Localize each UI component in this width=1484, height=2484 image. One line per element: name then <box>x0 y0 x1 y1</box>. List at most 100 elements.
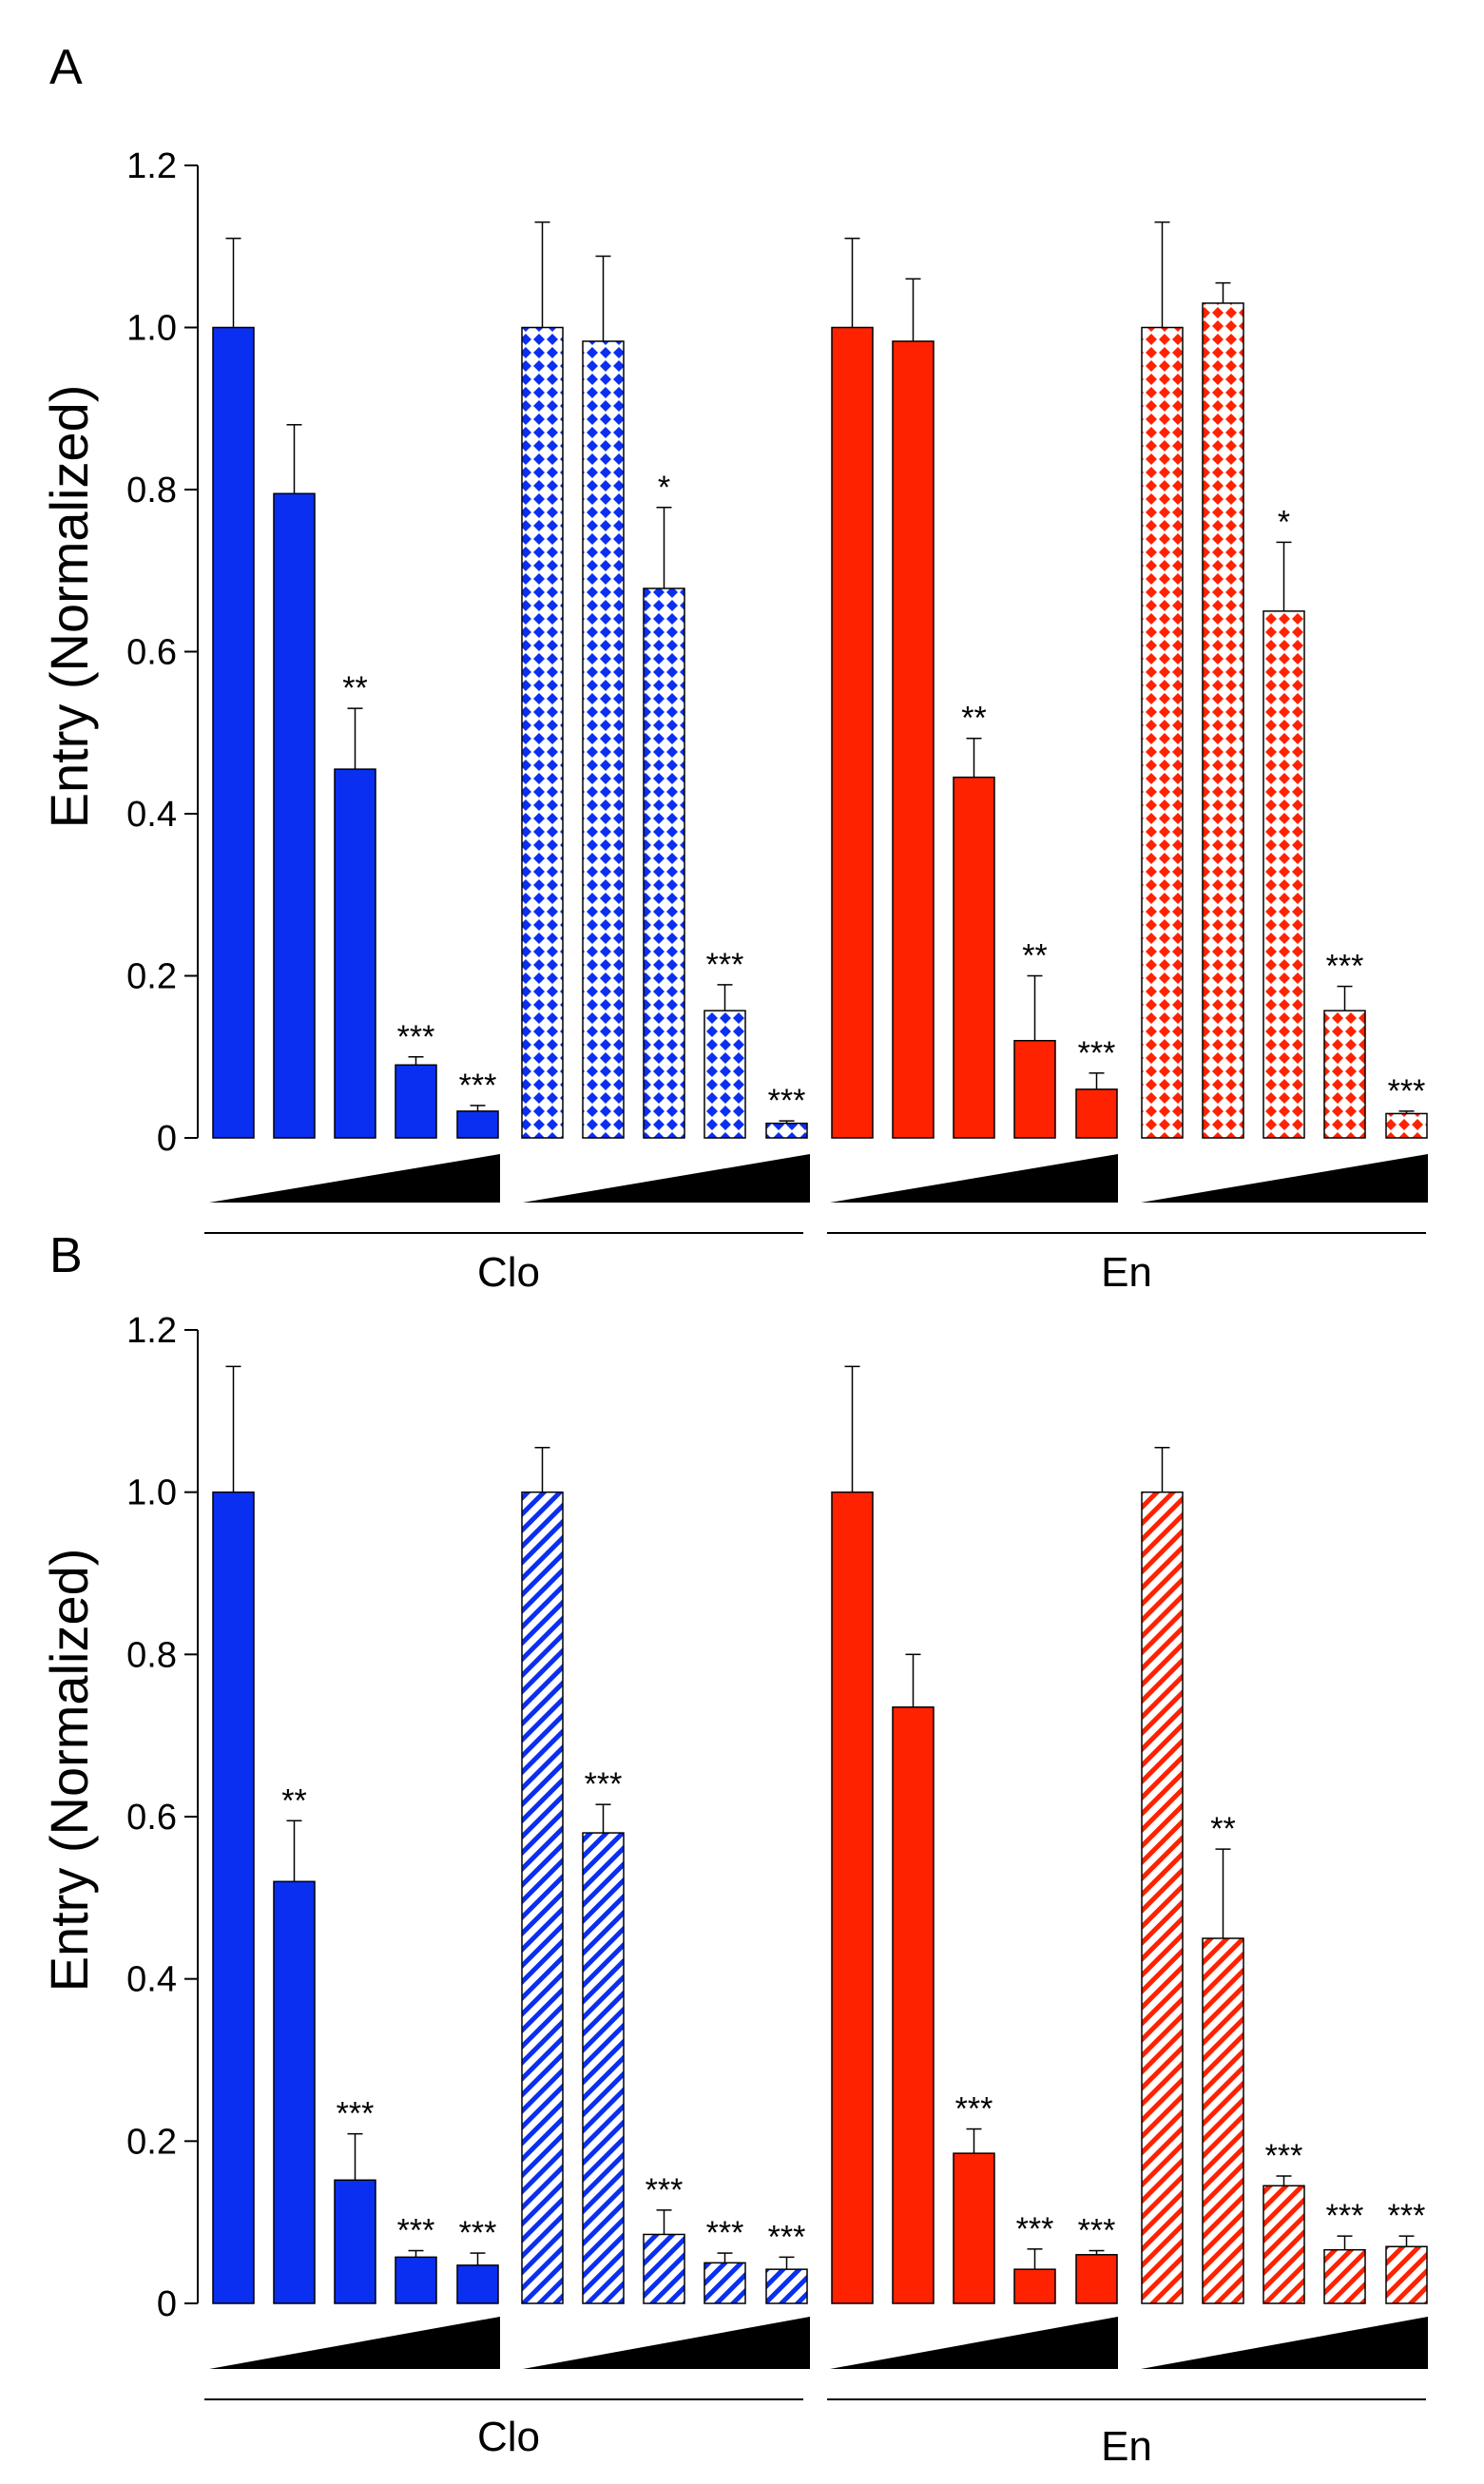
bar <box>765 1122 808 1139</box>
panel-a-y-axis-label: Entry (Normalized) <box>39 385 99 829</box>
significance-label: *** <box>459 1068 497 1104</box>
bar <box>1075 2254 1118 2304</box>
panel-b-label: B <box>49 1228 83 1283</box>
significance-label: *** <box>646 2172 684 2208</box>
significance-label: *** <box>1078 1035 1116 1071</box>
bar <box>1262 610 1305 1139</box>
concentration-wedge <box>209 1154 500 1203</box>
bar <box>831 326 874 1139</box>
bar <box>1202 302 1244 1139</box>
bar <box>953 2152 995 2304</box>
bar <box>1385 1112 1428 1139</box>
significance-label: *** <box>1265 2138 1303 2174</box>
panel-a-plot: 00.20.40.60.81.01.2*********************… <box>126 146 1428 1234</box>
significance-label: *** <box>1326 2198 1364 2234</box>
significance-label: ** <box>281 1782 306 1819</box>
significance-label: *** <box>706 2215 744 2251</box>
bar <box>334 768 376 1139</box>
bar <box>892 340 935 1139</box>
significance-label: *** <box>1388 1073 1426 1109</box>
significance-label: * <box>658 470 670 506</box>
significance-label: *** <box>706 947 744 983</box>
bar <box>273 492 316 1139</box>
significance-label: *** <box>1388 2198 1426 2234</box>
concentration-wedge <box>523 1154 810 1203</box>
bar <box>1323 1010 1366 1139</box>
y-tick-label: 0.2 <box>126 2122 177 2162</box>
bar <box>456 2264 499 2304</box>
bar <box>212 326 255 1139</box>
significance-label: *** <box>1016 2211 1054 2247</box>
y-tick-label: 0.2 <box>126 957 177 997</box>
bar <box>334 2179 376 2304</box>
concentration-wedge <box>1141 2317 1428 2369</box>
y-tick-label: 0 <box>157 1119 177 1159</box>
bar <box>1013 1039 1056 1139</box>
significance-label: *** <box>1078 2213 1116 2249</box>
y-tick-label: 0 <box>157 2284 177 2324</box>
bar <box>643 2233 685 2304</box>
significance-label: *** <box>337 2096 375 2132</box>
concentration-wedge <box>1141 1154 1428 1203</box>
significance-label: *** <box>397 2213 435 2249</box>
panel-a: A Entry (Normalized) 0 0.2 0.4 0.6 0.8 1.0 1.2… <box>39 40 1428 1296</box>
significance-label: *** <box>768 1083 806 1119</box>
panel-b-y-axis-label: Entry (Normalized) <box>39 1549 99 1993</box>
bar <box>521 326 564 1139</box>
bar <box>212 1491 255 2304</box>
panel-b: B Entry (Normalized) 0 0.2 0.4 0.6 0.8 1.0 1.2… <box>39 1228 1428 2470</box>
significance-label: * <box>1278 504 1290 540</box>
concentration-wedge <box>830 1154 1118 1203</box>
y-tick-label: 1.0 <box>126 309 177 349</box>
bar <box>892 1706 935 2304</box>
significance-label: ** <box>961 701 986 737</box>
panel-b-group-label-en: En <box>1101 2423 1152 2470</box>
bar <box>395 1064 437 1139</box>
y-tick-label: 0.4 <box>126 1960 177 2000</box>
panel-a-group-label-clo: Clo <box>477 1249 540 1296</box>
bar <box>1323 2248 1366 2304</box>
panel-a-group-label-en: En <box>1101 1249 1152 1296</box>
bar <box>1202 1937 1244 2304</box>
concentration-wedge <box>209 2317 500 2369</box>
bar <box>395 2256 437 2304</box>
significance-label: ** <box>342 670 367 706</box>
bar <box>521 1491 564 2304</box>
y-tick-label: 0.8 <box>126 1635 177 1675</box>
bar <box>582 340 625 1139</box>
y-tick-label: 0.8 <box>126 471 177 510</box>
panel-a-label: A <box>49 40 83 95</box>
significance-label: ** <box>1210 1811 1235 1847</box>
significance-label: *** <box>397 1019 435 1055</box>
bar <box>953 776 995 1139</box>
bar <box>273 1880 316 2304</box>
bar <box>1013 2268 1056 2304</box>
bar <box>456 1110 499 1139</box>
y-tick-label: 1.0 <box>126 1473 177 1513</box>
y-tick-label: 1.2 <box>126 1311 177 1351</box>
bar <box>765 2268 808 2304</box>
bar <box>1385 2245 1428 2304</box>
significance-label: ** <box>1022 938 1047 974</box>
y-tick-label: 0.6 <box>126 633 177 673</box>
bar <box>703 2262 746 2304</box>
bar <box>1141 326 1184 1139</box>
bar <box>1262 2185 1305 2304</box>
y-tick-label: 0.4 <box>126 795 177 835</box>
significance-label: *** <box>768 2219 806 2255</box>
bar <box>831 1491 874 2304</box>
y-tick-label: 0.6 <box>126 1798 177 1838</box>
bar <box>703 1010 746 1139</box>
y-tick-label: 1.2 <box>126 146 177 186</box>
bar <box>582 1832 625 2304</box>
concentration-wedge <box>523 2317 810 2369</box>
bar <box>1075 1088 1118 1139</box>
significance-label: *** <box>459 2215 497 2251</box>
significance-label: *** <box>955 2091 993 2128</box>
significance-label: *** <box>585 1766 623 1802</box>
concentration-wedge <box>830 2317 1118 2369</box>
bar <box>643 587 685 1139</box>
panel-b-group-label-clo: Clo <box>477 2414 540 2460</box>
bar <box>1141 1491 1184 2304</box>
